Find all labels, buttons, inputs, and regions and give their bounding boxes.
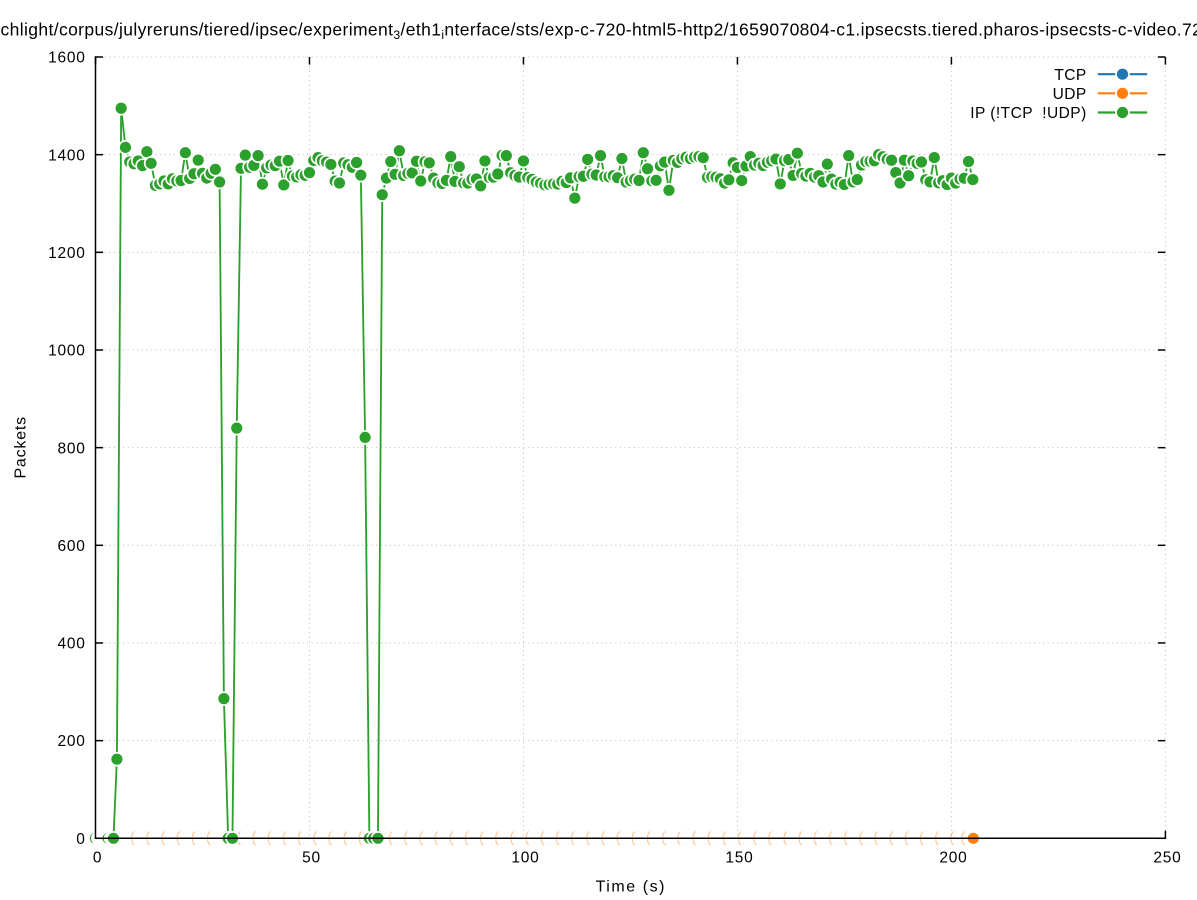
svg-text:200: 200 [57,733,85,750]
svg-text:Time (s): Time (s) [596,879,666,896]
svg-text:200: 200 [939,850,967,867]
svg-text:1400: 1400 [48,147,85,164]
svg-text:Packets: Packets [12,416,29,479]
svg-text:0: 0 [93,850,102,867]
svg-text:TCP: TCP [1054,67,1086,84]
svg-text:250: 250 [1153,850,1181,867]
svg-text:1600: 1600 [48,50,85,67]
svg-text:50: 50 [302,850,321,867]
svg-text:150: 150 [725,850,753,867]
svg-text:UDP: UDP [1053,86,1087,103]
svg-text:800: 800 [57,440,85,457]
svg-text:1000: 1000 [48,343,85,360]
svg-text:600: 600 [57,538,85,555]
svg-text:chlight/corpus/julyreruns/tier: chlight/corpus/julyreruns/tiered/ipsec/e… [1,19,1197,41]
svg-text:100: 100 [511,850,539,867]
svg-text:400: 400 [57,636,85,653]
svg-text:IP (!TCP !UDP): IP (!TCP !UDP) [970,105,1086,122]
svg-text:1200: 1200 [48,245,85,262]
svg-text:0: 0 [76,831,85,848]
